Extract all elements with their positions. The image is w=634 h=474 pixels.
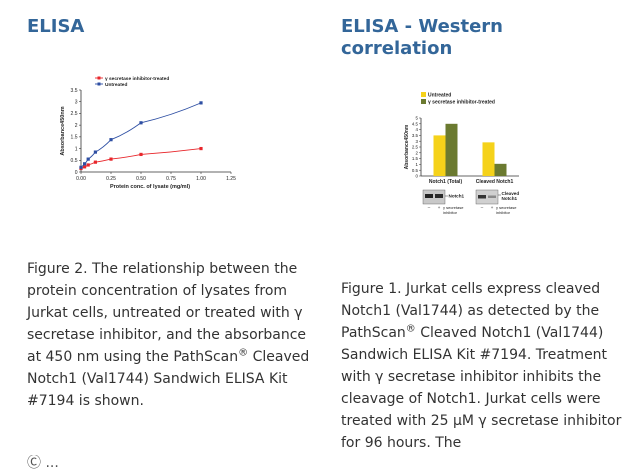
left-caption-registered: ® bbox=[238, 347, 249, 359]
line-chart-y-tick-label: 0 bbox=[75, 170, 78, 176]
line-chart-y-tick-label: 3 bbox=[75, 100, 78, 106]
bar-chart-y-tick-label: 1.5 bbox=[412, 156, 419, 161]
line-chart-x-tick-label: 0.25 bbox=[106, 176, 116, 182]
line-chart-series-line-1 bbox=[80, 148, 202, 169]
bar-chart-legend-label: γ secretase inhibitor-treated bbox=[428, 100, 495, 106]
bar-chart-legend-swatch bbox=[421, 99, 426, 104]
line-chart-point bbox=[199, 101, 203, 105]
line-chart-y-tick-label: 2.5 bbox=[71, 111, 78, 117]
line-chart-y-tick-label: 2 bbox=[75, 123, 78, 129]
left-figure-caption: Figure 2. The relationship between the p… bbox=[27, 258, 317, 412]
line-chart-point bbox=[199, 146, 203, 151]
bar-chart-y-tick-label: 1 bbox=[416, 162, 419, 167]
bar-chart-y-tick-label: 5 bbox=[416, 116, 419, 121]
left-cut-off-text: Ⓒ ... bbox=[27, 455, 59, 471]
line-chart-y-label: Absorbance450nm bbox=[60, 106, 66, 155]
bar-chart-y-label: Absorbance450nm bbox=[404, 124, 410, 169]
right-caption-text-1: Figure 1. Jurkat cells express cleaved N… bbox=[341, 281, 601, 341]
line-chart-point bbox=[93, 150, 97, 154]
blot-panel-total bbox=[422, 189, 446, 205]
bar-chart-legend-label: Untreated bbox=[428, 93, 451, 99]
blot-lane-label: + bbox=[438, 205, 441, 210]
line-chart-point bbox=[83, 162, 87, 166]
line-chart-y-tick-label: 1 bbox=[75, 146, 78, 152]
bar-chart-y-tick-label: 3 bbox=[416, 139, 419, 144]
line-chart-y-tick-label: 3.5 bbox=[71, 88, 78, 94]
bar-chart-y-tick-label: 4 bbox=[416, 127, 419, 132]
bar-chart-category-label: Notch1 (Total) bbox=[429, 179, 463, 185]
line-chart-y-tick-label: 1.5 bbox=[71, 135, 78, 141]
bar-chart-y-tick-label: 2 bbox=[416, 150, 419, 155]
bar-chart-y-tick-label: 3.5 bbox=[412, 133, 419, 138]
bar-chart-y-tick-label: 0 bbox=[416, 174, 419, 179]
left-caption-text-1: Figure 2. The relationship between the p… bbox=[27, 261, 307, 365]
bar-chart-y-tick-label: 2.5 bbox=[412, 145, 419, 150]
line-chart-point bbox=[86, 157, 90, 161]
blot-treatment-label-1: γ secretase bbox=[496, 205, 517, 210]
line-chart-point bbox=[109, 157, 113, 161]
blot-lane-label: – bbox=[481, 205, 484, 210]
blot-treatment-label-1: γ secretase bbox=[443, 205, 464, 210]
blot-lane-label: – bbox=[428, 205, 431, 210]
line-chart-point bbox=[93, 160, 97, 164]
line-chart-x-tick-label: 0.75 bbox=[166, 176, 176, 182]
right-caption-text-2: Cleaved Notch1 (Val1744) Sandwich ELISA … bbox=[341, 325, 622, 451]
blot-lane-label: + bbox=[491, 205, 494, 210]
bar-chart-legend-swatch bbox=[421, 92, 426, 97]
right-figure-caption: Figure 1. Jurkat cells express cleaved N… bbox=[341, 278, 631, 454]
blot-label-cleaved-1: Cleaved bbox=[502, 191, 520, 196]
line-chart-series-line-2 bbox=[80, 102, 202, 168]
line-chart-x-label: Protein conc. of lysate (mg/ml) bbox=[110, 184, 190, 190]
elisa-western-heading-line1: ELISA - Western bbox=[341, 16, 503, 37]
bar-chart-y-tick-label: 0.5 bbox=[412, 168, 419, 173]
blot-band bbox=[425, 194, 433, 198]
blot-label-cleaved-2: Notch1 bbox=[502, 196, 518, 201]
line-chart-point bbox=[86, 163, 90, 167]
line-chart-x-tick-label: 1.25 bbox=[226, 176, 236, 182]
blot-band bbox=[435, 194, 443, 198]
line-chart-legend-marker bbox=[97, 82, 101, 86]
right-caption-registered: ® bbox=[405, 323, 416, 335]
line-chart-point bbox=[109, 138, 113, 142]
bar-chart-bar bbox=[433, 135, 446, 176]
line-chart-x-tick-label: 0.50 bbox=[136, 176, 146, 182]
bar-chart-bar bbox=[482, 142, 495, 176]
left-cut-off-line: Ⓒ ... bbox=[27, 452, 59, 474]
blot-band bbox=[488, 195, 496, 198]
line-chart-x-tick-label: 1.00 bbox=[196, 176, 206, 182]
bar-chart-bar bbox=[494, 163, 507, 176]
left-caption-text-2: Cleaved Notch1 (Val1744) Sandwich ELISA … bbox=[27, 349, 310, 409]
elisa-heading: ELISA bbox=[27, 16, 85, 37]
line-chart-legend-marker bbox=[97, 76, 101, 80]
line-chart-x-tick-label: 0.00 bbox=[76, 176, 86, 182]
line-chart-point bbox=[139, 121, 143, 125]
line-chart-point bbox=[79, 165, 83, 169]
line-chart-legend-label: Untreated bbox=[105, 82, 127, 88]
blot-label-total: Notch1 bbox=[449, 194, 465, 199]
line-chart-legend-label: γ secretase inhibitor-treated bbox=[105, 76, 169, 82]
blot-band bbox=[478, 195, 486, 199]
blot-panel-cleaved bbox=[475, 189, 499, 205]
bar-chart-y-tick-label: 4.5 bbox=[412, 121, 419, 126]
blot-treatment-label-2: inhibitor bbox=[496, 210, 511, 215]
blot-treatment-label-2: inhibitor bbox=[443, 210, 458, 215]
line-chart-y-tick-label: 0.5 bbox=[71, 158, 78, 164]
bar-chart-bar bbox=[445, 123, 458, 176]
bar-chart-category-label: Cleaved Notch1 bbox=[476, 179, 514, 185]
line-chart-point bbox=[139, 152, 143, 157]
line-chart-point bbox=[83, 165, 87, 169]
elisa-western-heading-line2: correlation bbox=[341, 38, 453, 59]
